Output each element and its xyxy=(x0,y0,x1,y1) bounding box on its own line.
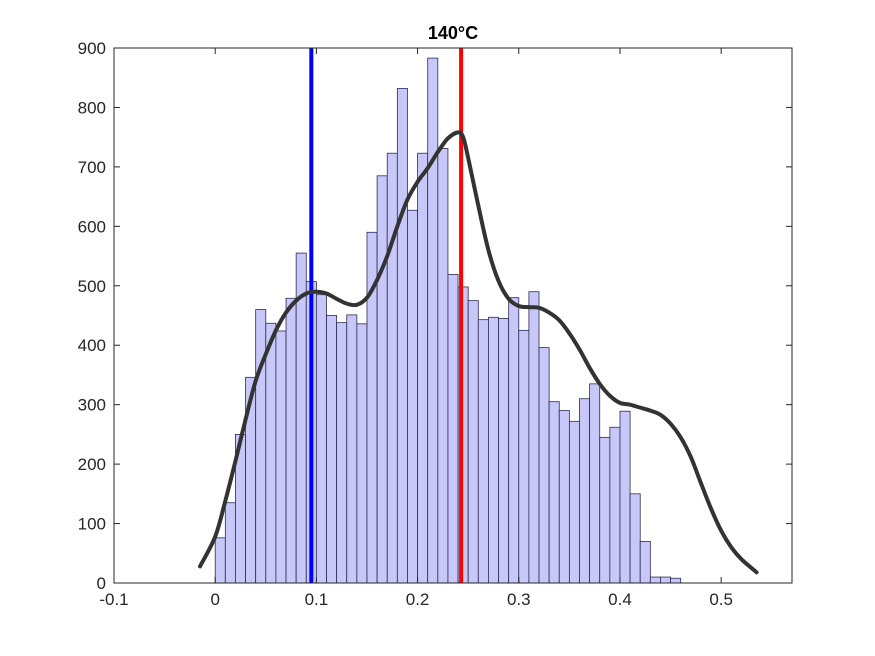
x-tick-label: 0.5 xyxy=(709,590,733,609)
density-curve-group xyxy=(198,130,759,575)
histogram-bar xyxy=(599,436,611,584)
histogram-bar xyxy=(295,252,307,584)
y-axis-ticks: 0 100 200 300 400 500 600 700 800 900 xyxy=(78,39,792,593)
histogram-bar xyxy=(558,410,570,584)
histogram-bar xyxy=(427,57,439,584)
y-tick-label: 800 xyxy=(78,98,106,117)
histogram-bar xyxy=(518,329,530,584)
x-tick-label: 0 xyxy=(210,590,219,609)
y-tick-label: 400 xyxy=(78,336,106,355)
histogram-bar xyxy=(649,576,661,584)
histogram-bar xyxy=(447,274,459,584)
histogram-bar xyxy=(376,175,388,584)
histogram-bar xyxy=(285,297,297,584)
y-tick-label: 700 xyxy=(78,158,106,177)
axes-frame xyxy=(113,47,793,584)
histogram-bar xyxy=(265,322,277,584)
histogram-bar xyxy=(437,148,449,584)
histogram-bar xyxy=(275,330,287,584)
y-tick-label: 100 xyxy=(78,515,106,534)
histogram-bar xyxy=(214,537,226,584)
x-tick-label: 0.4 xyxy=(608,590,632,609)
histogram-bar xyxy=(670,577,682,584)
histogram-bar xyxy=(498,318,510,584)
histogram-bar xyxy=(528,291,540,584)
y-tick-label: 600 xyxy=(78,217,106,236)
histogram-bar xyxy=(396,88,408,584)
histogram-bar xyxy=(356,323,368,584)
histogram-bar xyxy=(639,540,651,584)
y-tick-label: 200 xyxy=(78,455,106,474)
histogram-bar xyxy=(508,297,520,584)
density-curve xyxy=(198,130,759,575)
histogram-bar xyxy=(538,347,550,584)
histogram-bar xyxy=(386,152,398,584)
histogram-bar xyxy=(326,315,338,584)
histogram-bar xyxy=(224,502,236,584)
histogram-bar xyxy=(477,319,489,584)
histogram-bar xyxy=(548,401,560,584)
histogram-bar xyxy=(315,294,327,584)
x-tick-label: -0.1 xyxy=(99,590,128,609)
y-tick-label: 900 xyxy=(78,39,106,58)
y-tick-label: 500 xyxy=(78,277,106,296)
histogram-bar xyxy=(619,410,631,584)
histogram-bar xyxy=(609,426,621,584)
x-tick-label: 0.2 xyxy=(406,590,430,609)
histogram-bar xyxy=(407,209,418,584)
histogram-bar xyxy=(660,576,671,584)
x-tick-label: 0.1 xyxy=(305,590,329,609)
histogram-bar xyxy=(579,398,591,584)
histogram-bar xyxy=(255,309,267,584)
histogram-bar xyxy=(589,383,601,584)
histogram-bar xyxy=(346,314,358,584)
axes-box xyxy=(113,47,793,584)
histogram-bar xyxy=(467,300,479,584)
y-tick-label: 0 xyxy=(97,574,106,593)
x-axis-ticks: -0.1 0 0.1 0.2 0.3 0.4 0.5 xyxy=(99,48,733,609)
histogram-bar xyxy=(568,420,580,584)
histogram-bar xyxy=(336,322,348,584)
x-tick-label: 0.3 xyxy=(507,590,531,609)
histogram-bar xyxy=(417,152,429,584)
histogram-bar xyxy=(629,493,641,584)
histogram-bar xyxy=(488,316,499,584)
chart-title: 140°C xyxy=(428,23,478,43)
y-tick-label: 300 xyxy=(78,396,106,415)
